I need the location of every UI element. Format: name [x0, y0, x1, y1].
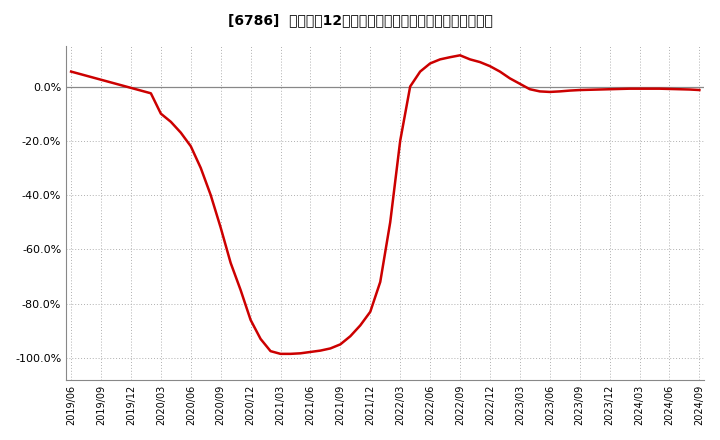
Text: [6786]  売上高の12か月移動合計の対前年同期増減率の推移: [6786] 売上高の12か月移動合計の対前年同期増減率の推移 — [228, 13, 492, 27]
